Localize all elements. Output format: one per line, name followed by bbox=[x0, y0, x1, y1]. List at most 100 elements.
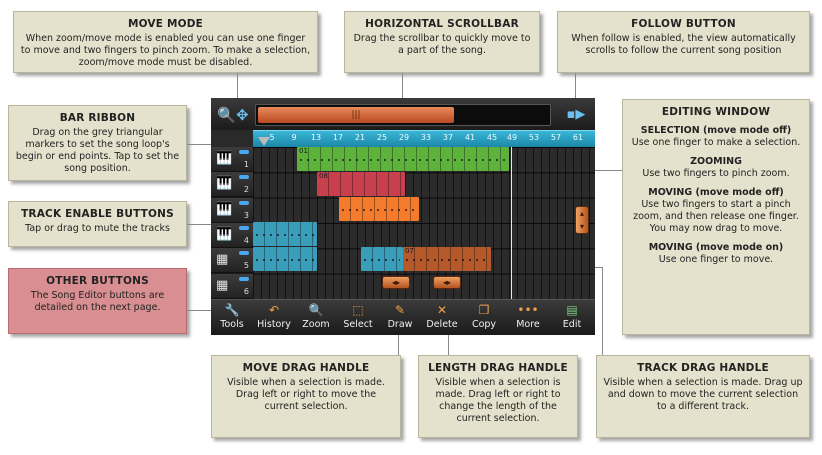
callout-title: MOVE MODE bbox=[127, 18, 204, 30]
move-drag-handle[interactable]: ◂▸ bbox=[382, 276, 410, 289]
magnifier-move-icon: 🔍✥ bbox=[217, 106, 249, 124]
clip-name: 07 bbox=[405, 247, 414, 255]
loop-marker-icon[interactable] bbox=[258, 137, 270, 146]
callout-title: TRACK DRAG HANDLE bbox=[637, 362, 769, 374]
ruler-corner bbox=[211, 130, 253, 147]
tool-label: Select bbox=[343, 319, 373, 330]
magnifier-icon: 🔍 bbox=[308, 303, 324, 317]
bar-number: 13 bbox=[310, 133, 322, 142]
bar-number: 53 bbox=[528, 133, 540, 142]
history-button[interactable]: ↶ History bbox=[253, 300, 295, 335]
select-button[interactable]: ⬚ Select bbox=[337, 300, 379, 335]
callout-horizontal-scrollbar: HORIZONTAL SCROLLBAR Drag the scrollbar … bbox=[344, 11, 540, 73]
callout-subheading: MOVING (move mode on) bbox=[648, 242, 784, 253]
x-icon: ✕ bbox=[436, 303, 448, 317]
clip-notes bbox=[256, 234, 314, 236]
drum-pad-icon: ▦ bbox=[216, 252, 229, 268]
bar-number: 9 bbox=[291, 133, 297, 142]
callout-subheading: SELECTION (move mode off) bbox=[640, 125, 792, 136]
callout-title: LENGTH DRAG HANDLE bbox=[428, 362, 568, 374]
more-button[interactable]: ••• More bbox=[507, 300, 549, 335]
callout-move-mode: MOVE MODE When zoom/move mode is enabled… bbox=[13, 11, 318, 73]
callout-title: OTHER BUTTONS bbox=[46, 275, 149, 287]
follow-button[interactable]: ▪▶ bbox=[561, 104, 591, 126]
edit-button[interactable]: ▤ Edit bbox=[551, 300, 593, 335]
callout-follow-button: FOLLOW BUTTON When follow is enabled, th… bbox=[557, 11, 810, 73]
callout-length-drag-handle: LENGTH DRAG HANDLE Visible when a select… bbox=[418, 355, 578, 438]
selection-icon: ⬚ bbox=[352, 303, 364, 317]
track-enable-button-5[interactable]: ▦ 5 bbox=[211, 248, 253, 274]
bar-ribbon[interactable]: 5 9 13 17 21 25 29 33 37 41 45 49 53 57 … bbox=[253, 130, 595, 147]
track-number: 3 bbox=[243, 210, 249, 220]
callout-title: EDITING WINDOW bbox=[661, 106, 771, 118]
scrollbar-thumb[interactable]: ||| bbox=[258, 107, 454, 123]
bar-number: 41 bbox=[464, 133, 476, 142]
copy-button[interactable]: ❐ Copy bbox=[463, 300, 505, 335]
callout-body: Use two fingers to start a pinch zoom, a… bbox=[633, 199, 799, 234]
leader-line bbox=[575, 73, 576, 113]
callout-body: Use one finger to move. bbox=[658, 254, 774, 265]
track-enable-button-3[interactable]: 🎹 3 bbox=[211, 197, 253, 223]
drum-pad-icon: ▦ bbox=[216, 277, 229, 293]
track-enable-button-1[interactable]: 🎹 1 bbox=[211, 147, 253, 172]
callout-track-enable-buttons: TRACK ENABLE BUTTONS Tap or drag to mute… bbox=[8, 201, 187, 247]
enabled-indicator bbox=[239, 225, 249, 230]
delete-button[interactable]: ✕ Delete bbox=[421, 300, 463, 335]
zoom-move-mode-button[interactable]: 🔍✥ bbox=[215, 104, 251, 126]
clip-notes bbox=[364, 259, 400, 261]
track-enable-button-2[interactable]: 🎹 2 bbox=[211, 172, 253, 198]
draw-button[interactable]: ✎ Draw bbox=[379, 300, 421, 335]
track-drag-handle[interactable]: ▴ ▾ bbox=[575, 206, 589, 234]
clip-notes bbox=[342, 209, 416, 211]
bar-number: 17 bbox=[332, 133, 344, 142]
callout-track-drag-handle: TRACK DRAG HANDLE Visible when a selecti… bbox=[596, 355, 810, 438]
callout-editing-window: EDITING WINDOW SELECTION (move mode off)… bbox=[622, 99, 810, 335]
callout-body: The Song Editor buttons are detailed on … bbox=[30, 290, 165, 313]
ellipsis-icon: ••• bbox=[517, 303, 539, 317]
tool-label: Tools bbox=[220, 319, 244, 330]
copy-icon: ❐ bbox=[478, 303, 490, 317]
song-clip[interactable]: 08 bbox=[317, 172, 405, 196]
bar-number: 29 bbox=[398, 133, 410, 142]
horizontal-scrollbar[interactable]: ||| bbox=[255, 104, 551, 126]
callout-body: When zoom/move mode is enabled you can u… bbox=[20, 33, 311, 68]
callout-title: BAR RIBBON bbox=[59, 112, 136, 124]
edit-panel-icon: ▤ bbox=[566, 303, 578, 317]
tool-label: Edit bbox=[562, 319, 582, 330]
callout-title: TRACK ENABLE BUTTONS bbox=[21, 208, 174, 220]
tool-label: Draw bbox=[387, 319, 413, 330]
bar-number: 49 bbox=[506, 133, 518, 142]
song-clip[interactable] bbox=[253, 222, 317, 246]
leader-line bbox=[402, 73, 403, 111]
callout-subheading: ZOOMING bbox=[690, 156, 742, 167]
leader-line bbox=[237, 73, 238, 110]
tools-button[interactable]: 🔧 Tools bbox=[211, 300, 253, 335]
tool-label: History bbox=[257, 319, 291, 330]
callout-body: Drag on the grey triangular markers to s… bbox=[15, 127, 180, 174]
track-enable-button-4[interactable]: 🎹 4 bbox=[211, 222, 253, 248]
callout-subheading: MOVING (move mode off) bbox=[648, 187, 784, 198]
tool-label: Zoom bbox=[302, 319, 330, 330]
song-clip[interactable]: 07 bbox=[403, 247, 491, 271]
song-clip[interactable] bbox=[253, 247, 317, 271]
editing-window[interactable]: 01 08 07 ◂▸ ◂▸ bbox=[253, 147, 595, 299]
bar-number: 25 bbox=[376, 133, 388, 142]
length-drag-handle[interactable]: ◂▸ bbox=[433, 276, 461, 289]
callout-body: Use one finger to make a selection. bbox=[631, 137, 801, 148]
enabled-indicator bbox=[239, 200, 249, 205]
keyboard-icon: 🎹 bbox=[216, 226, 233, 242]
zoom-button[interactable]: 🔍 Zoom bbox=[295, 300, 337, 335]
callout-title: FOLLOW BUTTON bbox=[631, 18, 736, 30]
callout-body: Drag the scrollbar to quickly move to a … bbox=[353, 33, 531, 56]
bar-number: 57 bbox=[550, 133, 562, 142]
undo-icon: ↶ bbox=[268, 303, 280, 317]
song-clip[interactable] bbox=[339, 197, 419, 221]
callout-body: Visible when a selection is made. Drag l… bbox=[435, 377, 561, 424]
track-number: 5 bbox=[243, 261, 249, 271]
track-enable-button-6[interactable]: ▦ 6 bbox=[211, 273, 253, 299]
keyboard-icon: 🎹 bbox=[216, 151, 233, 166]
song-clip[interactable]: 01 bbox=[297, 147, 509, 171]
up-down-arrows-icon: ▴ ▾ bbox=[579, 209, 584, 231]
song-clip[interactable] bbox=[361, 247, 403, 271]
grip-icon: ||| bbox=[351, 110, 361, 120]
